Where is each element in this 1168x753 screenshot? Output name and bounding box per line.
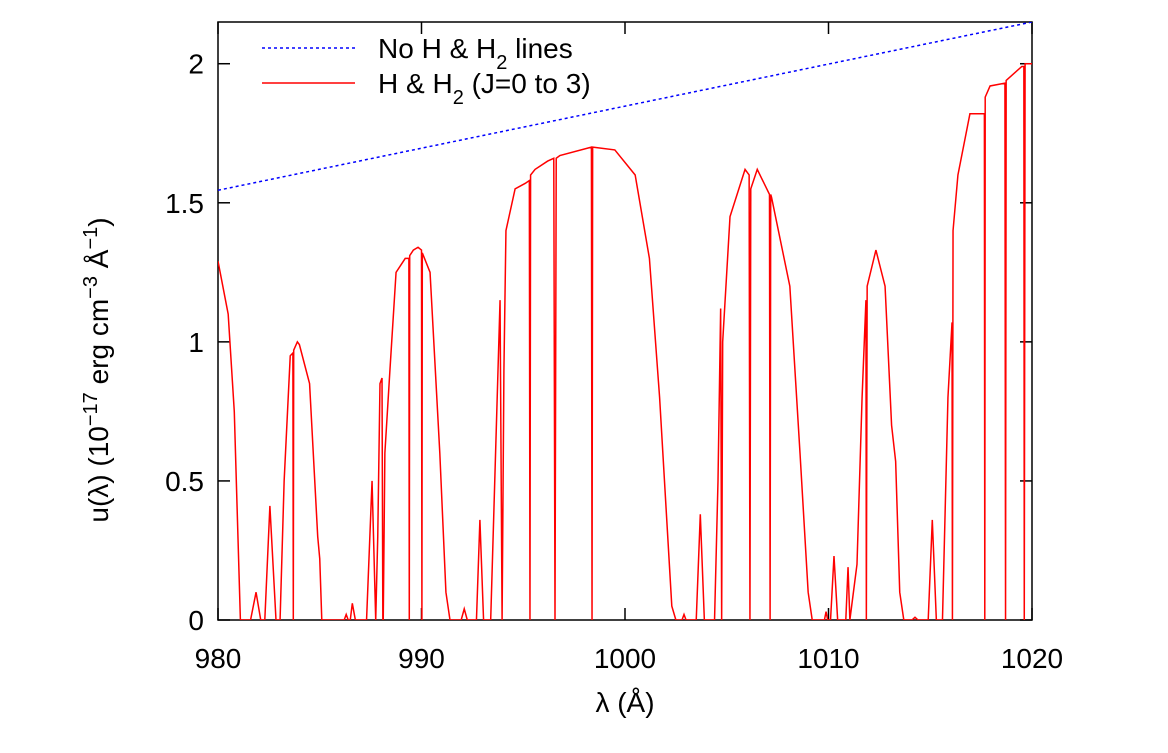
plot-area xyxy=(218,22,1032,620)
x-tick-label: 1000 xyxy=(594,643,656,674)
text-piece: lines xyxy=(507,33,572,64)
text-piece: −17 xyxy=(80,392,102,426)
y-tick-label: 1 xyxy=(188,327,204,358)
x-tick-label: 1020 xyxy=(1001,643,1063,674)
series-line xyxy=(218,62,1032,620)
text-piece: No H & H xyxy=(378,33,496,64)
legend-label: H & H2 (J=0 to 3) xyxy=(378,68,591,109)
text-piece: erg cm xyxy=(83,299,114,392)
y-tick-label: 1.5 xyxy=(165,188,204,219)
legend-label: No H & H2 lines xyxy=(378,33,573,74)
plot-frame xyxy=(217,21,1033,621)
text-piece: u(λ) (10 xyxy=(83,426,114,522)
text-piece: −1 xyxy=(80,227,102,250)
y-tick-label: 0 xyxy=(188,605,204,636)
text-piece: 2 xyxy=(496,52,507,74)
text-piece: −3 xyxy=(80,276,102,299)
x-tick-label: 990 xyxy=(398,643,445,674)
text-piece: 2 xyxy=(453,87,464,109)
text-piece: Å xyxy=(83,249,114,276)
series-line xyxy=(218,22,1032,192)
x-axis-label: λ (Å) xyxy=(595,687,654,718)
x-tick-label: 1010 xyxy=(797,643,859,674)
y-tick-label: 0.5 xyxy=(165,466,204,497)
text-piece: ) xyxy=(83,217,114,226)
text-piece: H & H xyxy=(378,68,453,99)
x-tick-label: 980 xyxy=(195,643,242,674)
y-axis-label: u(λ) (10−17 erg cm−3 Å−1) xyxy=(80,217,114,522)
text-piece: (J=0 to 3) xyxy=(464,68,591,99)
y-tick-label: 2 xyxy=(188,49,204,80)
